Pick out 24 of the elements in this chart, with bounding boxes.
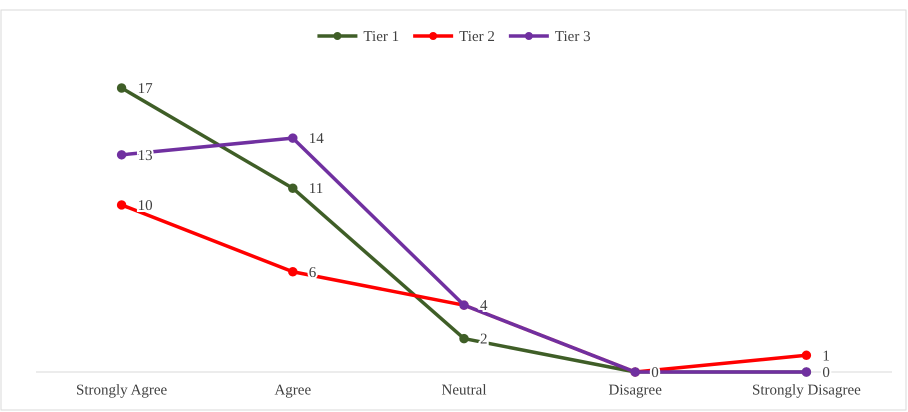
point	[459, 334, 469, 344]
x-tick-label: Agree	[274, 382, 312, 399]
data-label: 0	[822, 365, 830, 381]
point	[116, 83, 126, 93]
point	[288, 133, 298, 143]
data-label: 11	[308, 181, 324, 198]
x-tick-label: Strongly Disagree	[752, 382, 862, 399]
legend-label: Tier 2	[459, 29, 495, 45]
x-tick-label: Disagree	[608, 382, 662, 399]
data-label: 0	[651, 365, 659, 381]
data-label: 1	[822, 348, 830, 364]
data-label: 10	[138, 198, 153, 214]
point	[116, 200, 126, 210]
data-label: 17	[138, 81, 154, 97]
data-label: 4	[480, 298, 488, 314]
x-tick-label: Neutral	[442, 382, 486, 399]
point	[288, 184, 298, 193]
point	[802, 350, 812, 360]
point	[288, 267, 298, 276]
data-label: 14	[308, 131, 324, 148]
point	[116, 150, 126, 160]
legend-label: Tier 1	[363, 29, 400, 45]
x-tick-label: Strongly Agree	[76, 382, 168, 399]
legend-label: Tier 3	[554, 29, 591, 45]
